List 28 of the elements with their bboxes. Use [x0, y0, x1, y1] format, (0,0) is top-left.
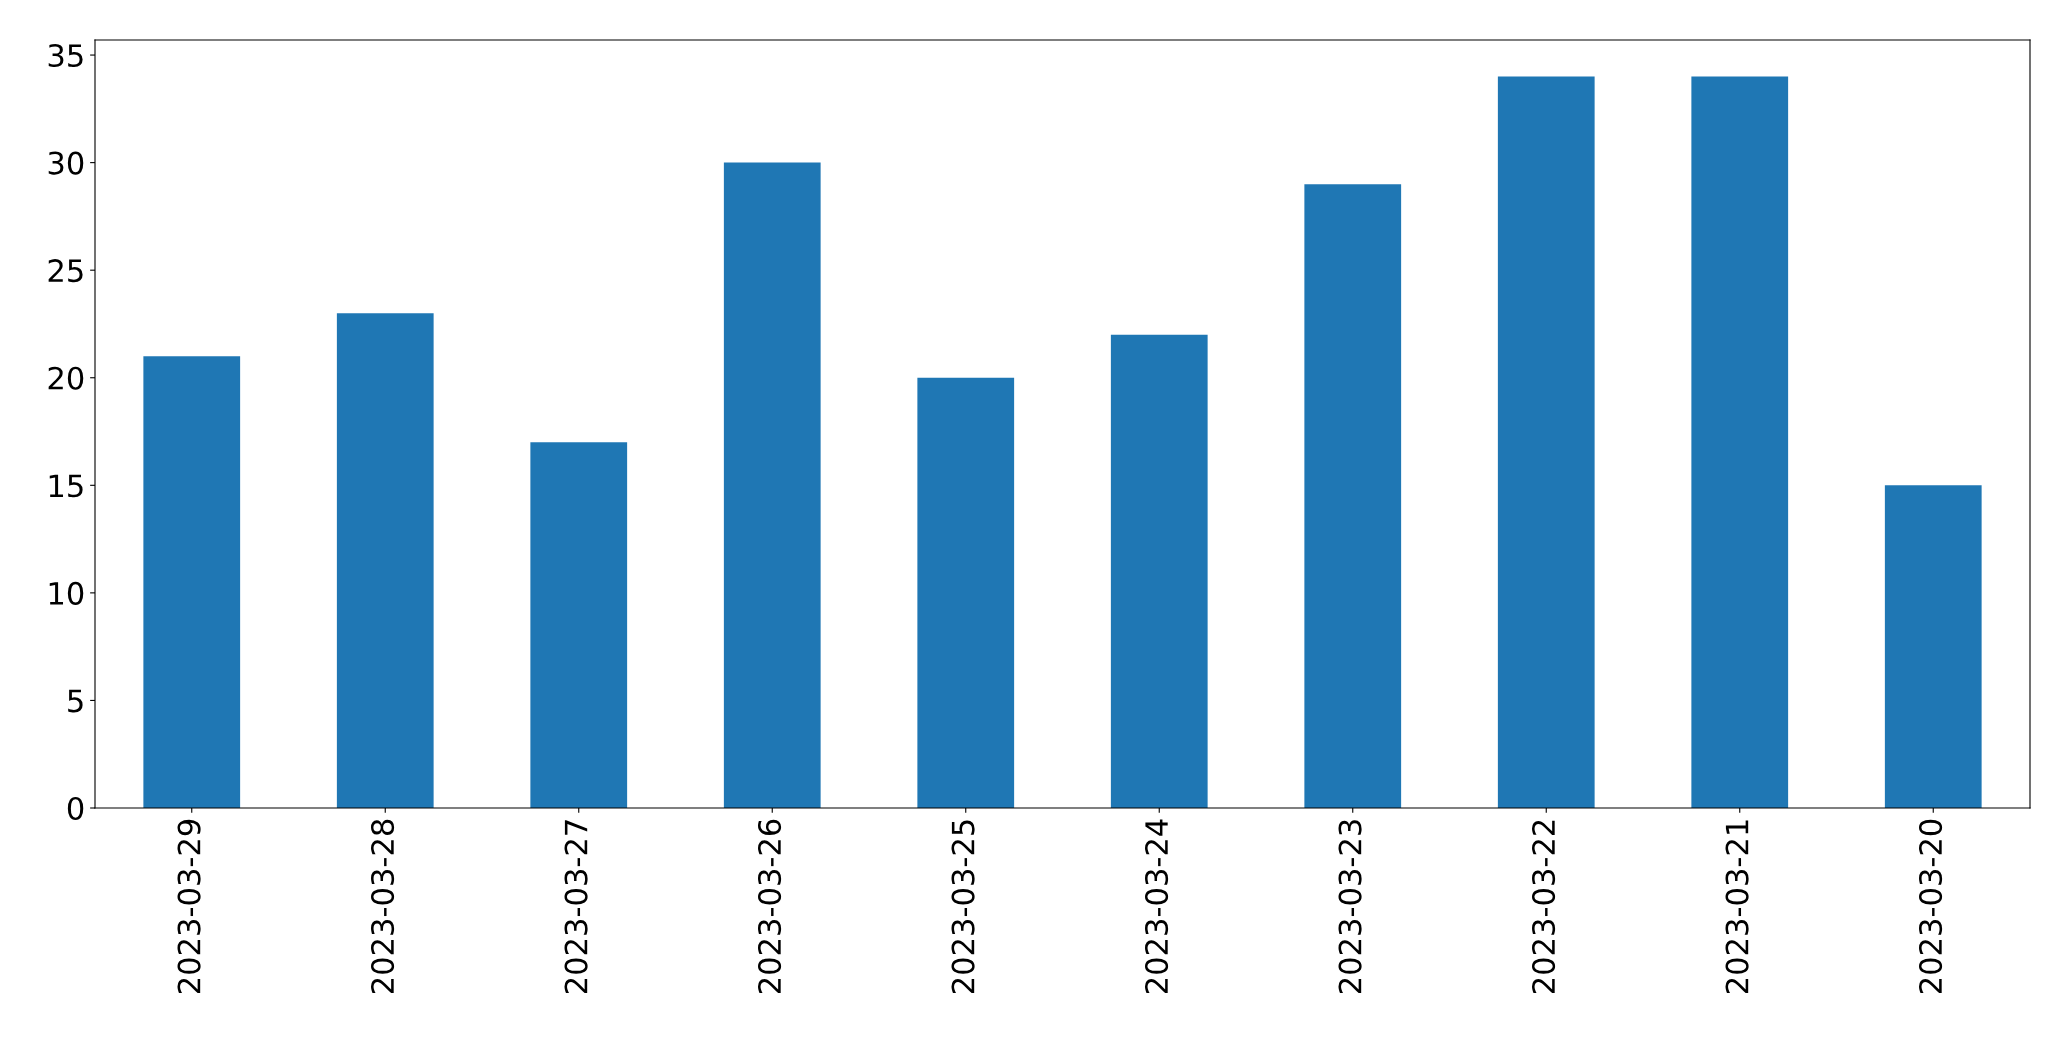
- y-tick-label: 20: [48, 366, 84, 390]
- bar: [723, 162, 821, 808]
- y-tick-label: 5: [68, 689, 83, 713]
- x-tick-label: 2023-03-21: [1725, 820, 1749, 994]
- bar: [1884, 485, 1982, 808]
- bar: [1497, 76, 1595, 808]
- y-tick-label: 25: [48, 259, 83, 283]
- x-tick-label: 2023-03-28: [371, 819, 395, 994]
- x-tick-label: 2023-03-23: [1338, 820, 1362, 994]
- x-tick-label: 2023-03-26: [758, 819, 782, 994]
- y-tick-label: 10: [49, 581, 84, 605]
- y-tick-label: 15: [49, 474, 83, 498]
- y-tick-label: 0: [67, 796, 84, 821]
- x-tick-label: 2023-03-22: [1532, 820, 1556, 994]
- x-tick-label: 2023-03-25: [951, 820, 975, 994]
- bar: [1304, 184, 1402, 808]
- bar: [143, 356, 241, 808]
- x-tick-label: 2023-03-29: [177, 819, 201, 994]
- bar: [336, 313, 434, 808]
- bar: [530, 442, 628, 808]
- bar: [917, 377, 1015, 808]
- y-tick-label: 30: [48, 151, 84, 175]
- x-tick-label: 2023-03-27: [564, 820, 588, 994]
- y-tick-label: 35: [48, 43, 83, 68]
- bar: [1691, 76, 1789, 808]
- bar: [1110, 334, 1208, 808]
- x-tick-label: 2023-03-20: [1919, 819, 1943, 994]
- x-tick-label: 2023-03-24: [1145, 819, 1169, 994]
